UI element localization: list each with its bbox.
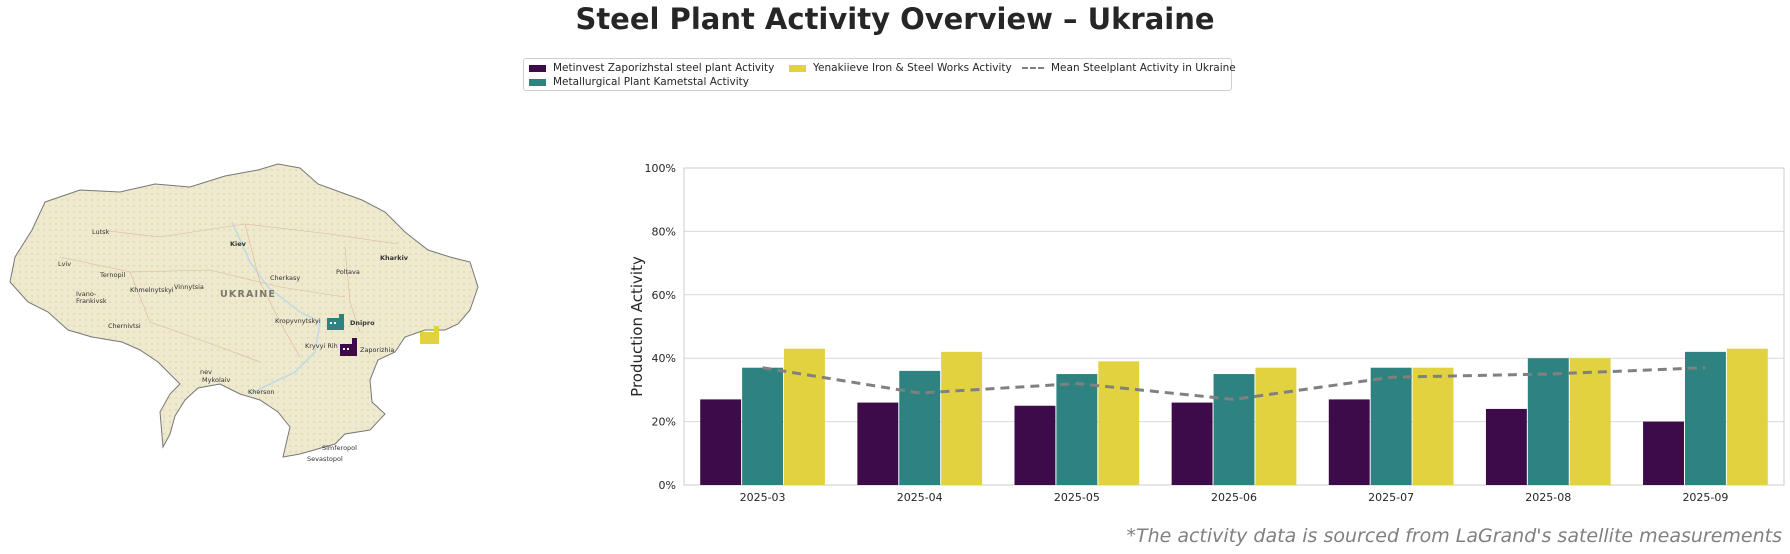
x-tick-label: 2025-05 <box>1054 491 1100 504</box>
bar <box>857 402 899 485</box>
city-label: Cherkasy <box>270 274 300 282</box>
x-tick-label: 2025-08 <box>1525 491 1571 504</box>
legend-label: Metallurgical Plant Kametstal Activity <box>553 76 750 88</box>
city-label: Chernivtsi <box>108 322 141 330</box>
bar <box>1255 367 1297 485</box>
city-label: Kropyvnytskyi <box>275 317 321 325</box>
bar <box>1527 358 1569 485</box>
city-label: Kiev <box>230 240 247 248</box>
road-network <box>59 223 399 363</box>
city-label: Ivano- <box>76 290 97 298</box>
x-tick-label: 2025-06 <box>1211 491 1257 504</box>
city-label: Dnipro <box>350 319 375 327</box>
city-label: Khmelnytskyi <box>130 286 174 294</box>
bar <box>1328 399 1370 485</box>
city-label: Lviv <box>58 260 71 268</box>
city-label: Lutsk <box>92 228 110 236</box>
page-title: Steel Plant Activity Overview – Ukraine <box>575 2 1215 36</box>
bar <box>1056 374 1098 485</box>
x-tick-label: 2025-07 <box>1368 491 1414 504</box>
city-label: Zaporizhia <box>360 346 394 354</box>
bar <box>1098 361 1140 485</box>
legend-swatch <box>529 64 546 72</box>
city-label: Vinnytsia <box>174 283 204 291</box>
y-tick-label: 100% <box>645 162 676 175</box>
y-tick-label: 80% <box>652 225 676 238</box>
bar-chart: 0% 20% 40% 60% 80% 100% Production Activity 202… <box>628 162 1785 504</box>
city-label: Kryvyi Rih <box>305 342 338 350</box>
bar <box>1684 351 1726 485</box>
bar <box>784 348 825 485</box>
bar <box>1370 367 1412 485</box>
bar <box>1726 348 1768 485</box>
city-label: Mykolaiv <box>202 376 231 384</box>
y-tick-label: 60% <box>652 289 676 302</box>
bar <box>1485 408 1527 485</box>
legend-label: Metinvest Zaporizhstal steel plant Activ… <box>553 62 775 74</box>
bar <box>1569 358 1611 485</box>
y-axis-label: Production Activity <box>628 256 646 397</box>
x-tick-label: 2025-09 <box>1682 491 1728 504</box>
bar <box>742 367 784 485</box>
factory-icon-zaporizhstal <box>340 338 357 356</box>
y-tick-label: 20% <box>652 416 676 429</box>
legend-item-mean: Mean Steelplant Activity in Ukraine <box>1022 62 1236 74</box>
legend-item-zaporizhstal: Metinvest Zaporizhstal steel plant Activ… <box>529 62 774 74</box>
city-label: Poltava <box>336 268 360 276</box>
legend-item-yenakiieve: Yenakiieve Iron & Steel Works Activity <box>789 62 1012 74</box>
legend-item-kametstal: Metallurgical Plant Kametstal Activity <box>529 76 749 88</box>
legend-label: Yenakiieve Iron & Steel Works Activity <box>813 62 1012 74</box>
city-label: Ternopil <box>99 271 125 279</box>
bar <box>941 351 983 485</box>
city-label: Simferopol <box>322 444 357 452</box>
ukraine-outline <box>9 163 479 458</box>
x-tick-label: 2025-03 <box>740 491 786 504</box>
footnote: *The activity data is sourced from LaGra… <box>1126 525 1782 547</box>
bar <box>1412 367 1454 485</box>
dnipro-river <box>231 221 321 395</box>
chart-legend: Metinvest Zaporizhstal steel plant Activ… <box>523 58 1236 91</box>
city-label: Kharkiv <box>380 254 409 262</box>
city-label: Frankivsk <box>76 297 107 305</box>
city-label: nev <box>200 368 212 376</box>
city-label: Sevastopol <box>307 455 343 463</box>
ukraine-map: Lutsk Kiev Kharkiv Lviv Ternopil Khmelny… <box>9 163 479 463</box>
legend-swatch <box>529 78 546 86</box>
y-tick-label: 40% <box>652 352 676 365</box>
bar <box>899 370 941 485</box>
bar <box>1171 402 1213 485</box>
city-label: Kherson <box>248 388 275 396</box>
legend-label: Mean Steelplant Activity in Ukraine <box>1051 62 1236 74</box>
bar <box>1014 405 1056 485</box>
bar <box>700 399 742 485</box>
legend-swatch <box>789 64 806 72</box>
bar <box>1643 421 1684 485</box>
country-label: UKRAINE <box>220 289 276 300</box>
x-tick-label: 2025-04 <box>897 491 943 504</box>
factory-icon-kametstal <box>327 314 344 330</box>
y-tick-label: 0% <box>659 479 676 492</box>
legend-dashed-line <box>1022 67 1044 69</box>
factory-icon-yenakiieve <box>420 326 439 344</box>
bar <box>1213 374 1255 485</box>
